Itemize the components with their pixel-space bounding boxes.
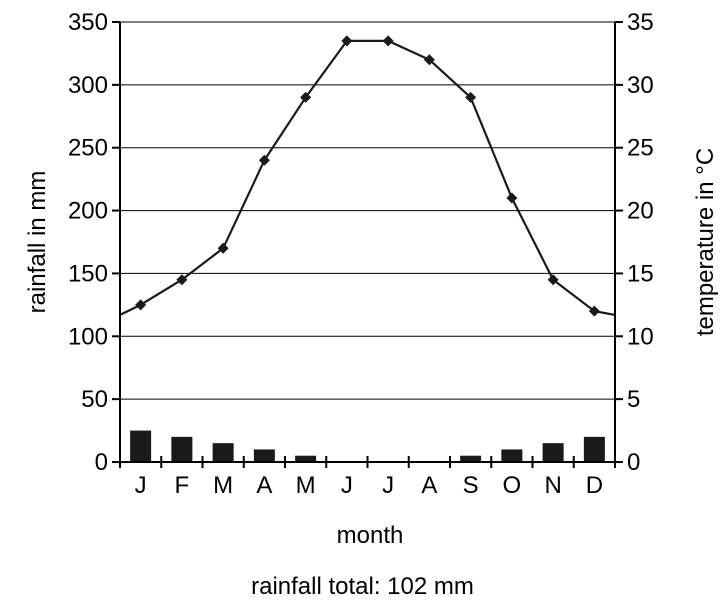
x-tick-label: A [256,472,272,499]
temperature-point [588,305,600,317]
y-tick-label-left: 100 [68,323,108,350]
y-tick-label-right: 5 [627,386,640,413]
y-tick-label-right: 35 [627,9,654,36]
rainfall-bar [171,436,193,462]
temperature-line-group [119,35,616,317]
y-tick-label-left: 0 [95,449,108,476]
rainfall-bar [460,455,482,462]
x-tick-label: M [296,472,316,499]
x-tick-label: A [421,472,437,499]
x-tick-label: J [341,472,353,499]
x-tick-label: J [135,472,147,499]
rainfall-bar [212,443,234,462]
x-tick-label: F [175,472,190,499]
x-tick-label: J [382,472,394,499]
temperature-point [341,35,353,47]
rainfall-bar [583,436,605,462]
axes [112,21,623,468]
x-tick-label: S [463,472,479,499]
x-tick-label: O [503,472,522,499]
grid-lines [120,21,615,400]
rainfall-bar [542,443,564,462]
y-tick-label-left: 350 [68,9,108,36]
y-tick-label-left: 250 [68,135,108,162]
rainfall-bars [130,430,605,462]
temperature-point [176,274,188,286]
y-tick-label-left: 150 [68,260,108,287]
rainfall-bar [253,449,275,462]
rainfall-bar [501,449,523,462]
temperature-point [258,154,270,166]
temperature-line [119,39,616,316]
x-tick-label: N [544,472,561,499]
y-tick-label-right: 25 [627,135,654,162]
rainfall-bar [130,430,152,462]
temperature-point [506,192,518,204]
y-tick-label-right: 20 [627,198,654,225]
y-tick-label-right: 30 [627,72,654,99]
x-axis-title: month [337,522,404,549]
y-tick-label-right: 10 [627,323,654,350]
temperature-point [382,35,394,47]
y-tick-label-left: 300 [68,72,108,99]
rainfall-total: rainfall total: 102 mm [251,573,474,600]
y-tick-label-right: 0 [627,449,640,476]
y-tick-label-left: 200 [68,198,108,225]
temperature-point [547,274,559,286]
y-axis-right-title: temperature in °C [692,148,719,336]
temperature-point [135,299,147,311]
y-axis-left-title: rainfall in mm [24,171,51,314]
y-tick-label-left: 50 [81,386,108,413]
temperature-point [423,54,435,66]
temperature-point [465,91,477,103]
temperature-point [300,91,312,103]
rainfall-bar [295,455,317,462]
x-tick-label: M [213,472,233,499]
temperature-point [217,242,229,254]
y-tick-label-right: 15 [627,260,654,287]
x-tick-label: D [586,472,603,499]
